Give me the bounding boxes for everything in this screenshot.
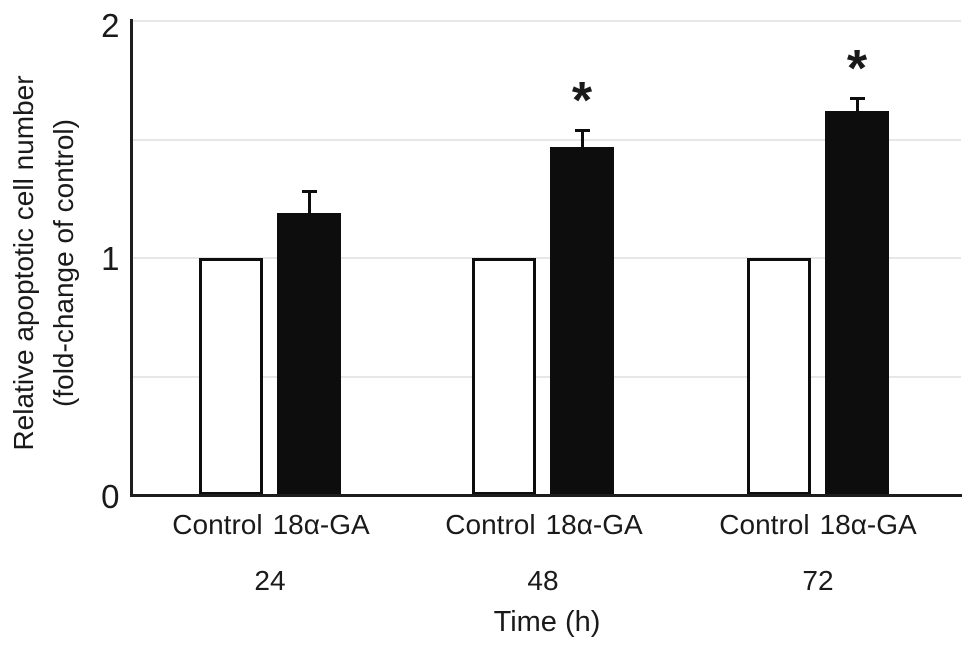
- y-tick-label-1: 1: [101, 240, 120, 277]
- y-tick-label-0: 0: [101, 478, 120, 515]
- gridline-1: [132, 257, 961, 259]
- error-bar-stem-18-ga-24h: [307, 191, 311, 216]
- bar-control-72h: [747, 258, 811, 495]
- category-label-48: 48: [527, 565, 559, 596]
- gridline-0.5: [132, 375, 961, 378]
- gridline-1.5: [132, 138, 961, 141]
- error-bar-cap-18-ga-48h: [574, 128, 590, 132]
- error-bar-cap-18-ga-72h: [849, 96, 865, 100]
- significance-asterisk-48h: *: [571, 72, 593, 131]
- error-bar-stem-18-ga-48h: [580, 130, 584, 150]
- group-label-48h: Control 18α-GA: [445, 509, 642, 541]
- series-label-18a-ga-72h: 18α-GA: [819, 509, 917, 540]
- category-label-72: 72: [802, 565, 834, 596]
- series-label-18a-ga-24h: 18α-GA: [272, 509, 370, 540]
- error-bar-cap-18-ga-24h: [301, 190, 317, 194]
- group-label-72h: Control 18α-GA: [719, 509, 916, 541]
- x-axis-title: Time (h): [493, 606, 601, 638]
- bar-18-ga-24h: [277, 212, 341, 495]
- group-label-24h: Control 18α-GA: [172, 509, 369, 541]
- significance-asterisk-72h: *: [846, 40, 868, 99]
- x-axis-line: [130, 494, 962, 497]
- series-label-control-48h: Control: [445, 509, 536, 540]
- bar-control-24h: [199, 258, 263, 495]
- y-axis-line: [130, 19, 133, 497]
- bar-18-ga-48h: [550, 146, 614, 495]
- series-label-control-72h: Control: [719, 509, 810, 540]
- y-tick-label-2: 2: [101, 7, 120, 44]
- series-label-18a-ga-48h: 18α-GA: [545, 509, 643, 540]
- error-bar-stem-18-ga-72h: [855, 98, 859, 115]
- category-label-24: 24: [254, 565, 286, 596]
- bar-control-48h: [472, 258, 536, 495]
- gridline-2: [132, 20, 961, 22]
- series-label-control-24h: Control: [172, 509, 263, 540]
- bar-18-ga-72h: [825, 111, 889, 495]
